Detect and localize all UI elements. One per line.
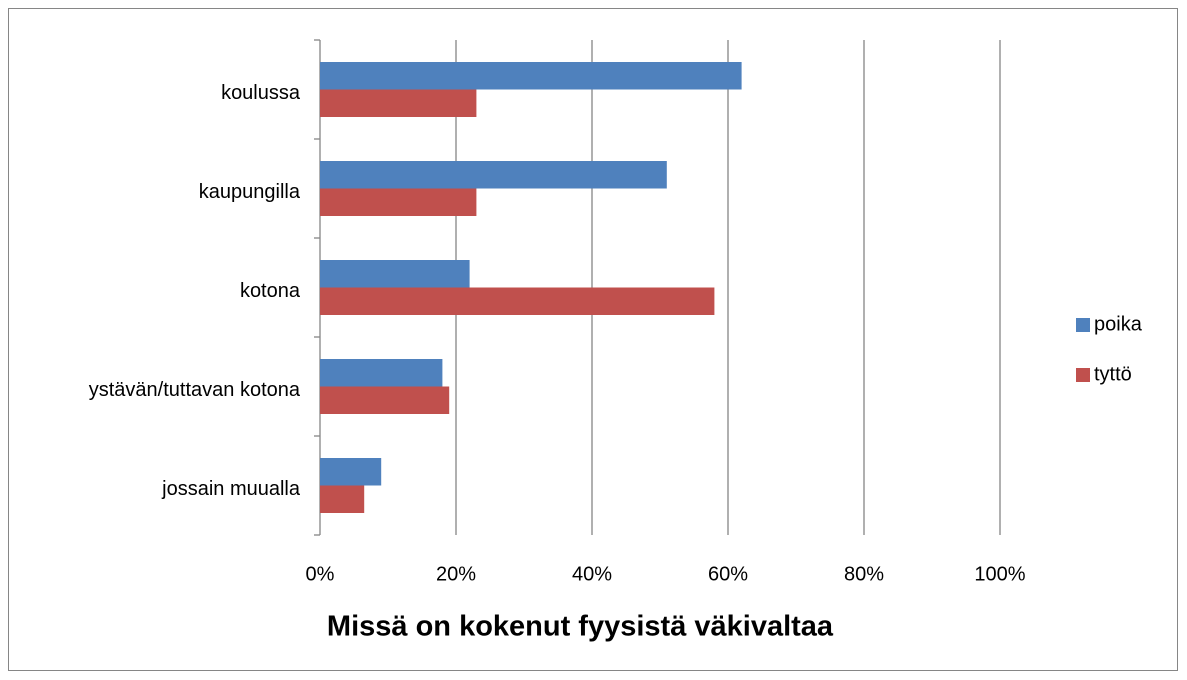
legend-swatch (1076, 318, 1090, 332)
bar (320, 287, 715, 315)
x-tick-label: 0% (306, 563, 335, 585)
bar (320, 458, 382, 486)
y-tick-label: ystävän/tuttavan kotona (89, 379, 301, 401)
y-tick-label: kotona (240, 280, 301, 302)
x-tick-label: 20% (436, 563, 476, 585)
legend-label: poika (1094, 313, 1143, 335)
y-tick-label: kaupungilla (199, 181, 301, 203)
bar (320, 260, 470, 288)
bar (320, 62, 742, 90)
x-tick-label: 80% (844, 563, 884, 585)
y-tick-label: jossain muualla (161, 478, 301, 500)
x-tick-label: 60% (708, 563, 748, 585)
chart-border (8, 8, 1178, 671)
legend-swatch (1076, 368, 1090, 382)
bar (320, 359, 443, 387)
x-tick-label: 100% (974, 563, 1025, 585)
bar (320, 161, 667, 189)
bar (320, 485, 365, 513)
bar (320, 89, 477, 117)
legend-label: tyttö (1094, 363, 1132, 385)
chart-title: Missä on kokenut fyysistä väkivaltaa (327, 611, 834, 643)
x-tick-label: 40% (572, 563, 612, 585)
bar (320, 188, 477, 216)
y-tick-label: koulussa (221, 82, 301, 104)
bar (320, 386, 450, 414)
